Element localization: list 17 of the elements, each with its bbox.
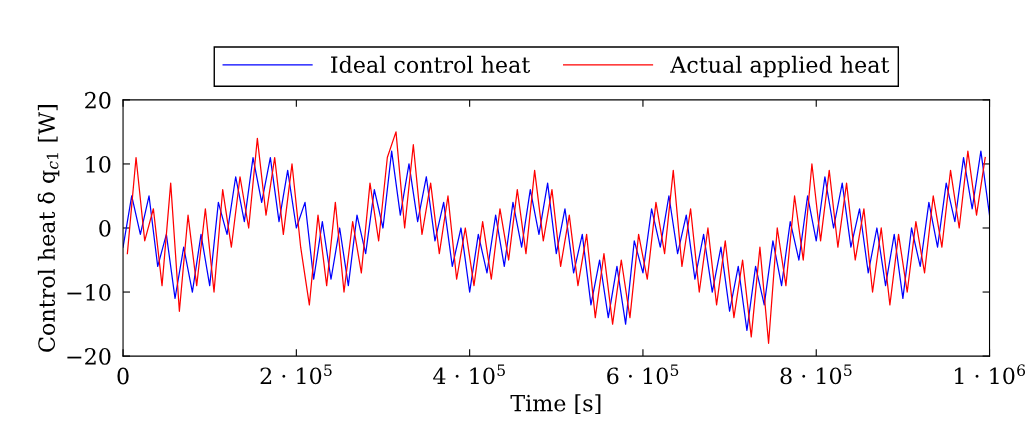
y-axis-title: Control heat δ q$_{c1}$ [W] <box>37 105 60 352</box>
x-tick-label: 4 · 10$^{5}$ <box>433 364 505 385</box>
line-series <box>126 131 986 344</box>
y-tick-label: −20 <box>67 348 111 365</box>
line-series <box>123 150 990 332</box>
y-tick-label: −10 <box>67 283 111 301</box>
x-tick-label: 8 · 10$^{5}$ <box>780 364 852 385</box>
y-tick-label: 0 <box>99 219 111 237</box>
y-tick-label: 20 <box>85 91 111 109</box>
legend-label: Actual applied heat <box>670 55 890 78</box>
x-axis-title: Time [s] <box>510 394 601 415</box>
legend-label: Ideal control heat <box>331 55 531 74</box>
x-tick-label: 1 · 10$^{6}$ <box>955 364 1026 385</box>
x-tick-label: 6 · 10$^{5}$ <box>607 364 679 385</box>
y-tick-label: 10 <box>86 155 111 173</box>
x-tick-label: 2 · 10$^{5}$ <box>260 364 332 385</box>
x-tick-label: 0 <box>117 367 129 385</box>
